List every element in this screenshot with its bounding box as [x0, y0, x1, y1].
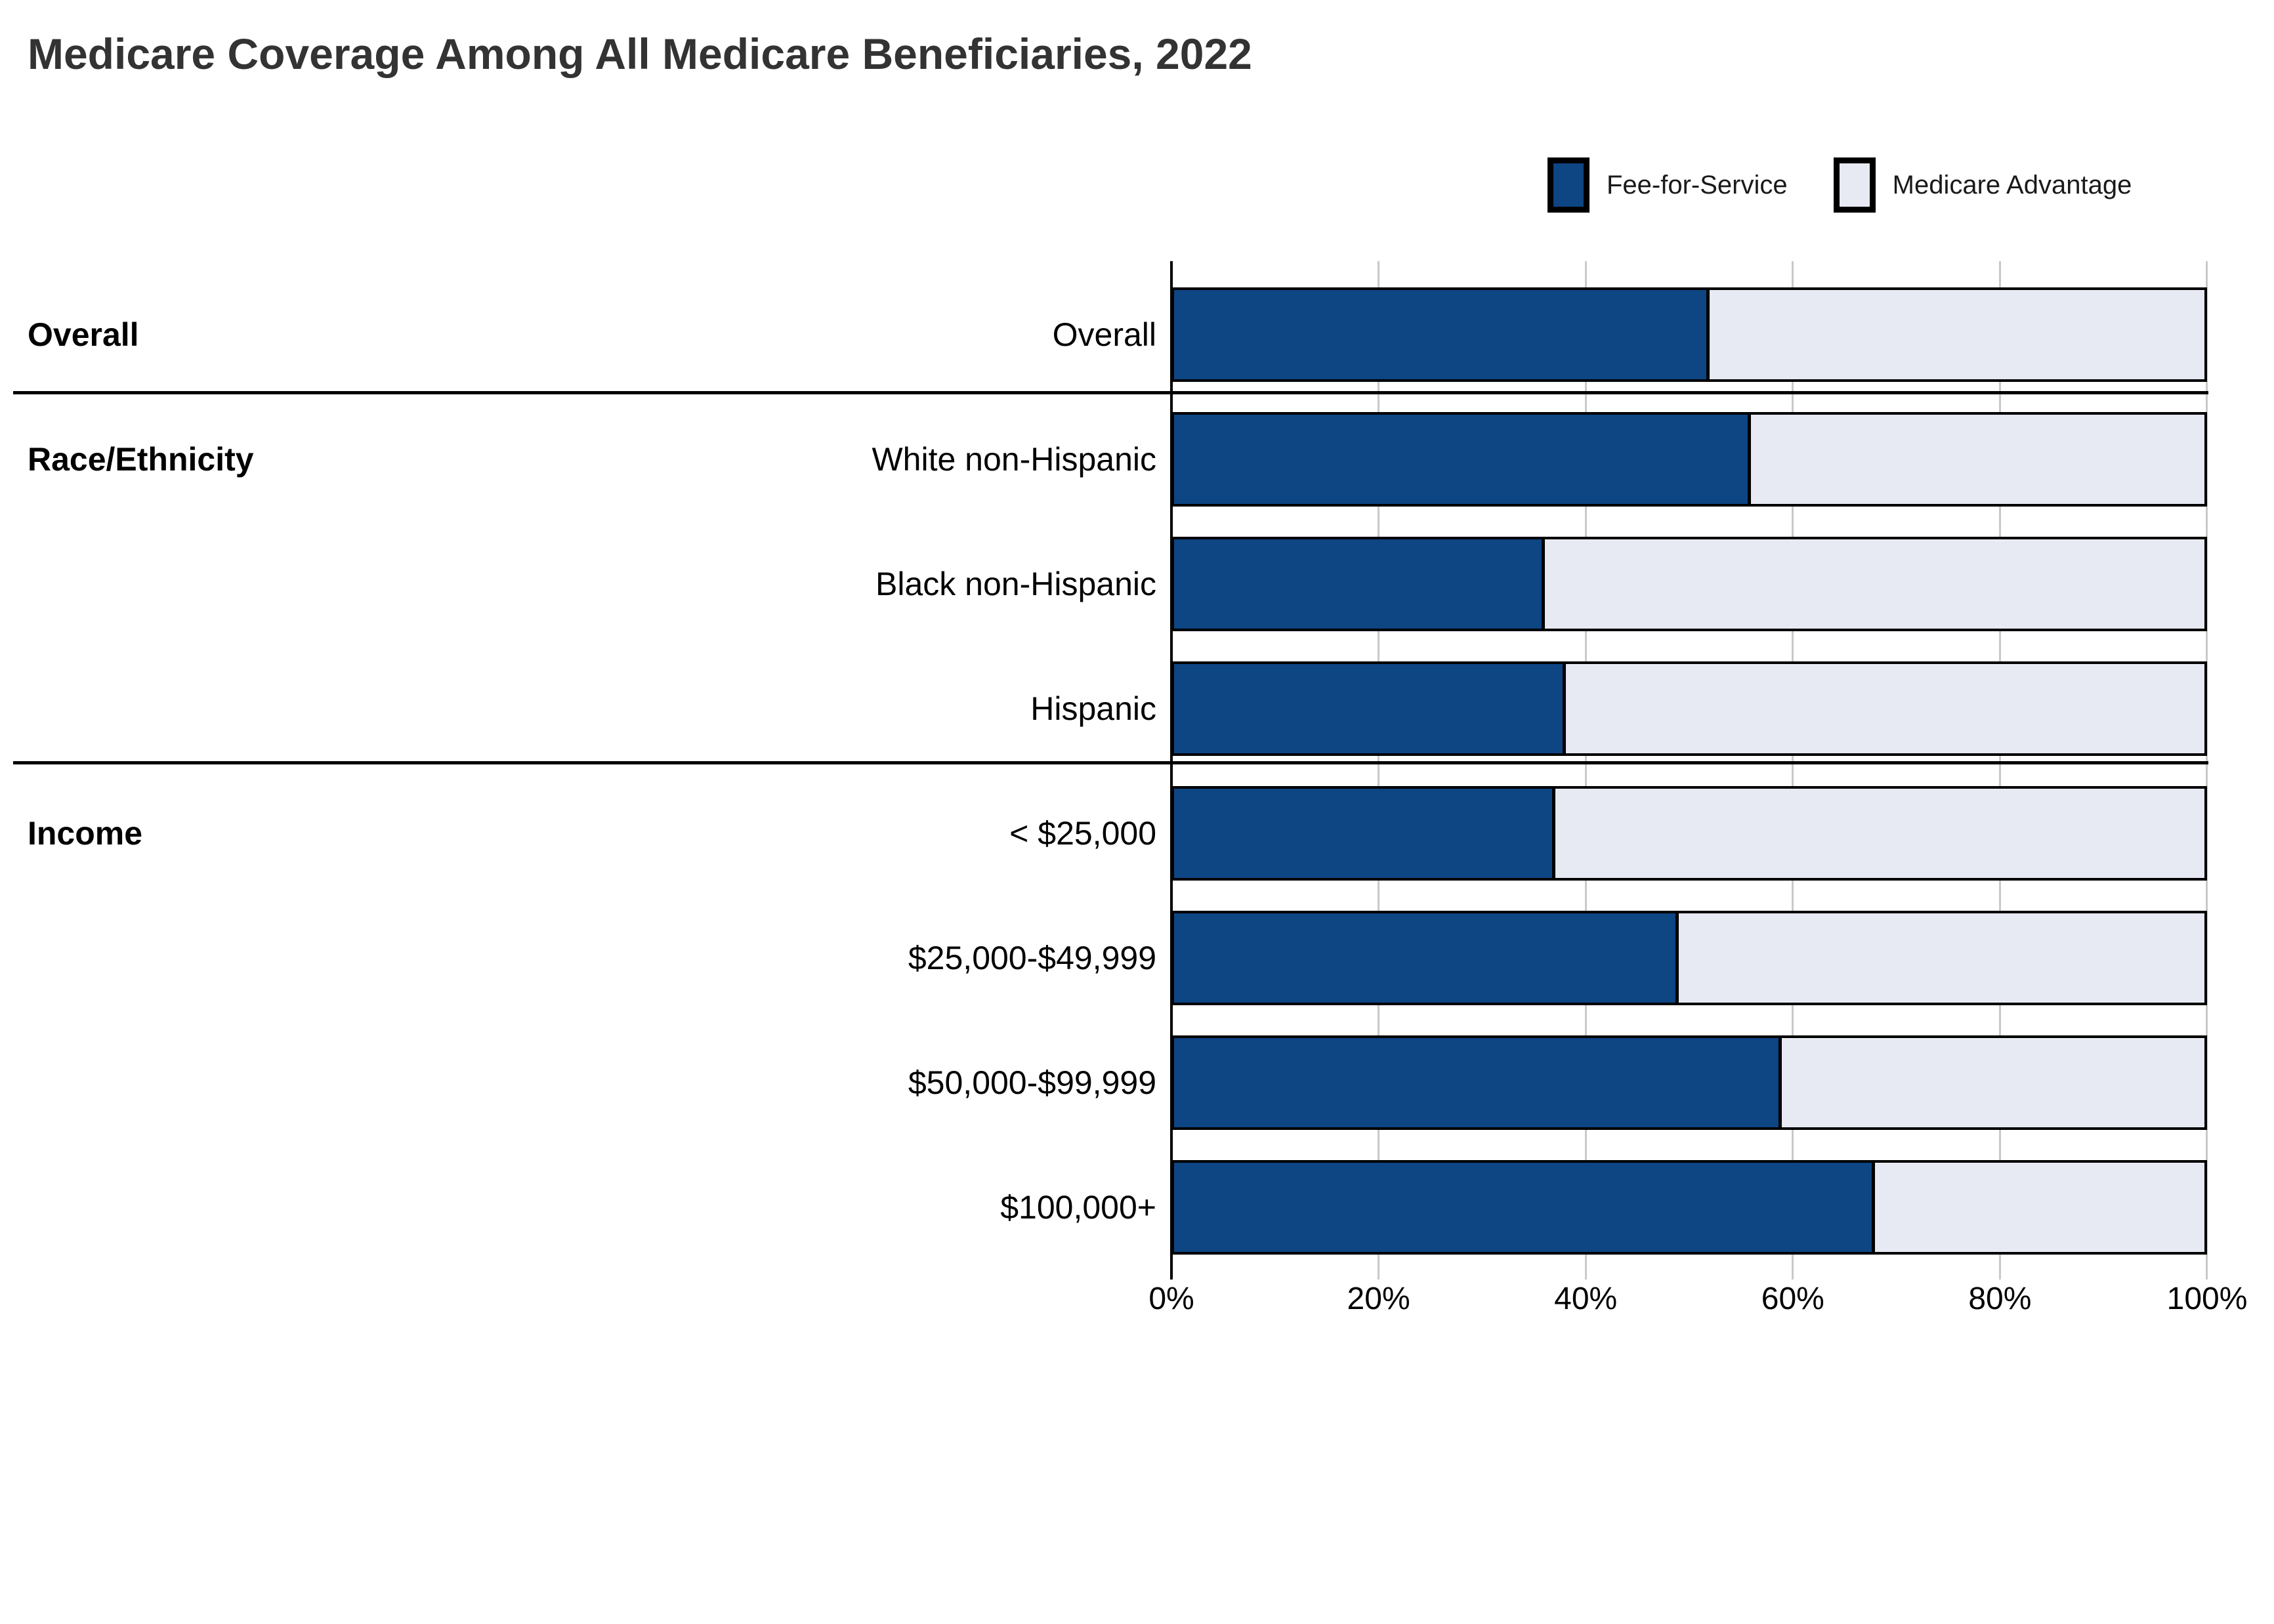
- x-tick-label-0: 0%: [1148, 1281, 1194, 1316]
- chart-row-income-under-25000: Income < $25,000: [0, 771, 2274, 896]
- x-axis: 0% 20% 40% 60% 80% 100%: [1148, 1281, 2247, 1320]
- group-label-income: Income: [28, 815, 143, 852]
- chart-rows: Overall Overall Race/Ethnicity White non…: [0, 272, 2274, 1270]
- bar-segment-fee-for-service: [1174, 664, 1566, 753]
- row-label: $25,000-$49,999: [908, 940, 1156, 976]
- group-separator-income: [13, 761, 2208, 764]
- stacked-bar: [1171, 1035, 2207, 1130]
- bar-segment-fee-for-service: [1174, 415, 1752, 504]
- stacked-bar: [1171, 911, 2207, 1005]
- x-tick-label-80: 80%: [1968, 1281, 2032, 1316]
- legend-swatch-medicare-advantage: [1833, 157, 1876, 213]
- stacked-bar: [1171, 1160, 2207, 1255]
- legend-item-medicare-advantage: Medicare Advantage: [1833, 157, 2132, 213]
- x-tick-label-20: 20%: [1347, 1281, 1410, 1316]
- bar-segment-medicare-advantage: [1874, 1163, 2204, 1252]
- legend-swatch-fee-for-service: [1548, 157, 1590, 213]
- legend: Fee-for-Service Medicare Advantage: [1548, 157, 2132, 213]
- plot-grid: [1170, 261, 2208, 1280]
- y-axis-line: [1170, 261, 1173, 1280]
- bar-segment-fee-for-service: [1174, 1163, 1875, 1252]
- bar-segment-medicare-advantage: [1679, 913, 2204, 1003]
- chart-row-white-non-hispanic: Race/Ethnicity White non-Hispanic: [0, 397, 2274, 522]
- bar-segment-medicare-advantage: [1555, 789, 2204, 878]
- bar-segment-fee-for-service: [1174, 1038, 1782, 1127]
- bar-segment-fee-for-service: [1174, 290, 1710, 379]
- bar-segment-medicare-advantage: [1782, 1038, 2204, 1127]
- chart-title: Medicare Coverage Among All Medicare Ben…: [28, 30, 1252, 78]
- legend-label: Medicare Advantage: [1892, 170, 2132, 199]
- gridline-80: [1998, 261, 2001, 1280]
- bar-segment-medicare-advantage: [1751, 415, 2204, 504]
- x-tick-label-40: 40%: [1554, 1281, 1618, 1316]
- row-label: Hispanic: [1030, 690, 1156, 727]
- row-label: < $25,000: [1009, 815, 1156, 852]
- chart-row-black-non-hispanic: Black non-Hispanic: [0, 522, 2274, 646]
- chart-row-income-25000-49999: $25,000-$49,999: [0, 896, 2274, 1020]
- row-label: Black non-Hispanic: [875, 566, 1156, 602]
- bar-segment-fee-for-service: [1174, 539, 1546, 629]
- x-tick-label-100: 100%: [2166, 1281, 2248, 1316]
- bar-segment-fee-for-service: [1174, 789, 1555, 878]
- legend-label: Fee-for-Service: [1607, 170, 1788, 199]
- group-separator-race-ethnicity: [13, 391, 2208, 394]
- chart-row-overall: Overall Overall: [0, 272, 2274, 397]
- stacked-bar: [1171, 537, 2207, 631]
- row-label: Overall: [1052, 316, 1156, 353]
- chart-row-income-100000-plus: $100,000+: [0, 1145, 2274, 1270]
- gridline-20: [1378, 261, 1380, 1280]
- legend-item-fee-for-service: Fee-for-Service: [1548, 157, 1788, 213]
- stacked-bar: [1171, 287, 2207, 382]
- stacked-bar: [1171, 661, 2207, 756]
- bar-segment-medicare-advantage: [1710, 290, 2204, 379]
- chart-row-hispanic: Hispanic: [0, 646, 2274, 771]
- bar-segment-medicare-advantage: [1565, 664, 2204, 753]
- gridline-100: [2206, 261, 2208, 1280]
- stacked-bar: [1171, 786, 2207, 881]
- row-label: White non-Hispanic: [872, 441, 1156, 478]
- stacked-bar: [1171, 412, 2207, 507]
- x-tick-label-60: 60%: [1761, 1281, 1824, 1316]
- gridline-40: [1584, 261, 1587, 1280]
- row-label: $50,000-$99,999: [908, 1064, 1156, 1101]
- bar-segment-fee-for-service: [1174, 913, 1679, 1003]
- group-label-overall: Overall: [28, 316, 139, 353]
- bar-segment-medicare-advantage: [1545, 539, 2204, 629]
- row-label: $100,000+: [1000, 1189, 1156, 1226]
- group-label-race-ethnicity: Race/Ethnicity: [28, 441, 254, 478]
- gridline-60: [1792, 261, 1794, 1280]
- chart-row-income-50000-99999: $50,000-$99,999: [0, 1020, 2274, 1145]
